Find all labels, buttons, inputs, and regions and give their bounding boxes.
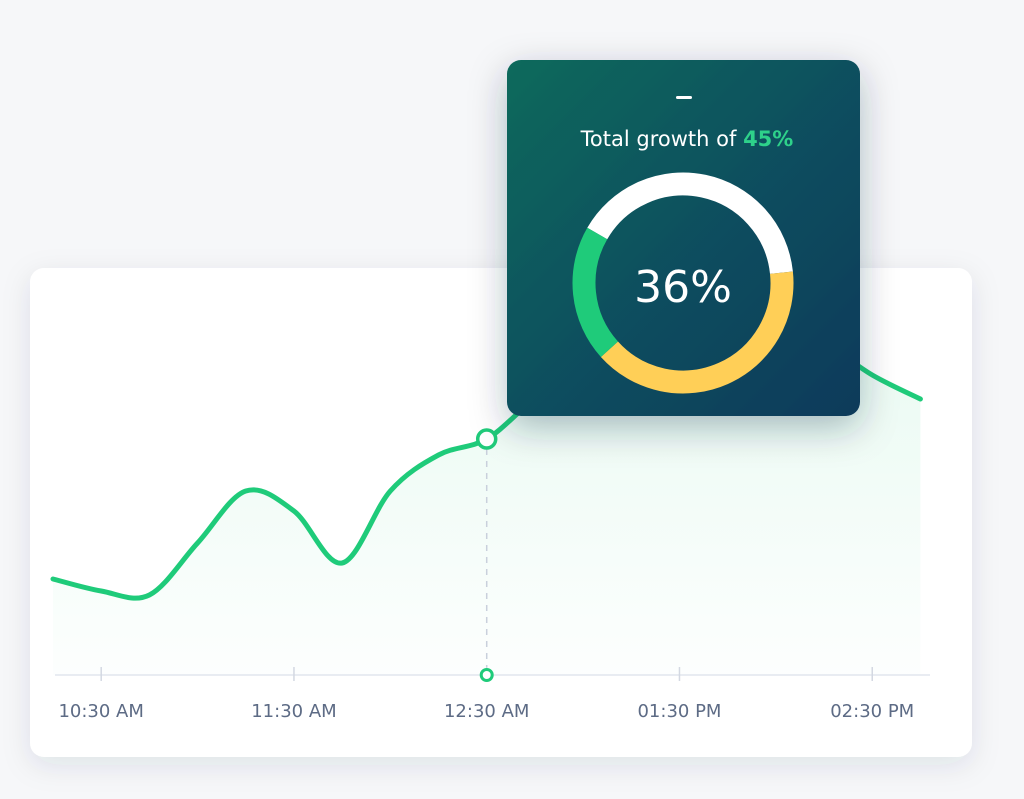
- donut-segment: [587, 172, 793, 275]
- x-tick-label: 11:30 AM: [251, 701, 336, 722]
- title-text: Total growth of: [580, 127, 737, 151]
- x-tick-label: 10:30 AM: [58, 701, 143, 722]
- card-background: [507, 60, 860, 416]
- donut: [572, 172, 794, 394]
- donut-segment: [572, 227, 619, 357]
- hover-axis-point: [479, 668, 494, 682]
- card-title: Total growth of 45%: [580, 127, 794, 151]
- title-value: 45%: [743, 127, 793, 151]
- donut-center-label: 36%: [634, 262, 732, 313]
- card-handle: [676, 96, 692, 99]
- x-tick-label: 01:30 PM: [637, 701, 721, 722]
- growth-card: Total growth of 45% 36%: [507, 60, 860, 416]
- donut-segment: [600, 271, 794, 394]
- hover-point: [475, 428, 498, 450]
- x-tick-label: 02:30 PM: [830, 701, 914, 722]
- x-tick-label: 12:30 AM: [444, 701, 529, 722]
